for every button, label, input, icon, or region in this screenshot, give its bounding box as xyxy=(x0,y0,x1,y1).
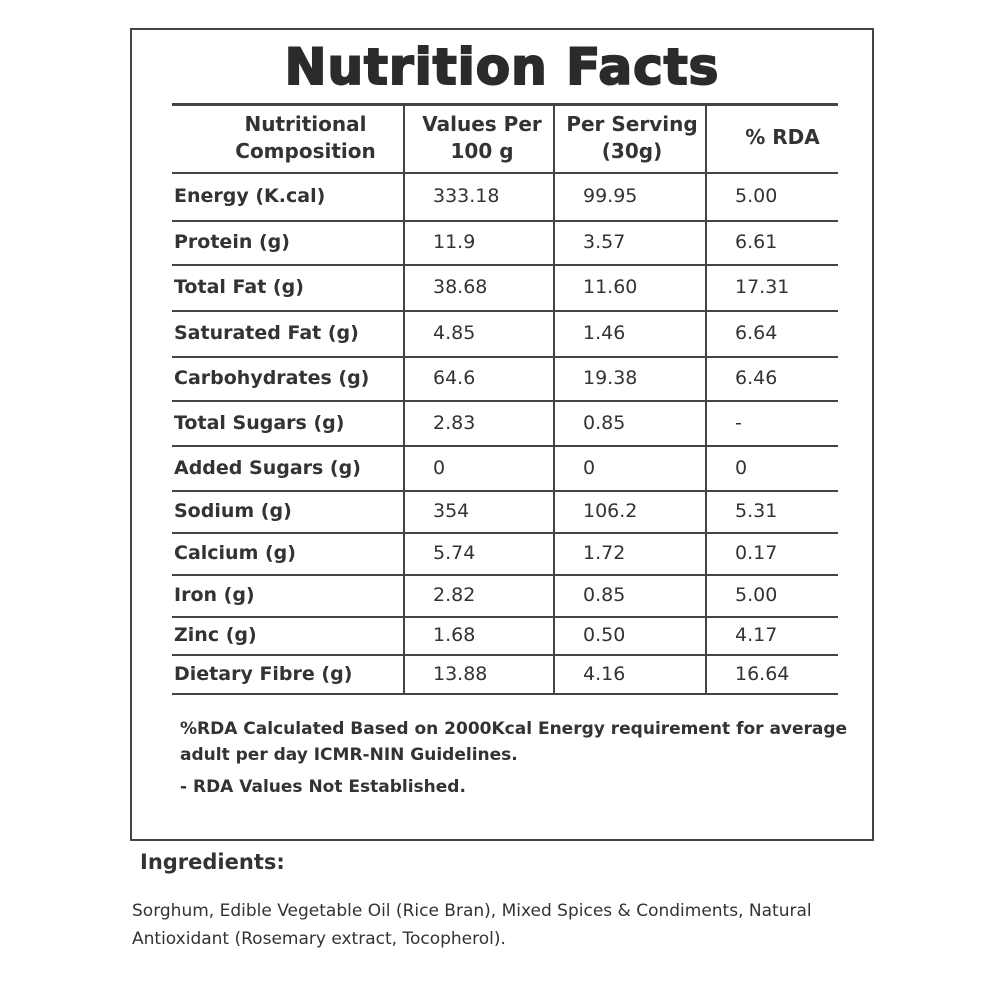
value-cell: 0.17 xyxy=(735,542,778,564)
row-label: Dietary Fibre (g) xyxy=(174,662,353,685)
table-rule xyxy=(172,310,838,312)
value-cell: 3.57 xyxy=(583,231,626,253)
value-cell: 99.95 xyxy=(583,185,638,207)
value-cell: 2.82 xyxy=(433,584,476,606)
column-rule xyxy=(403,103,405,693)
header-cell: % RDA xyxy=(745,125,820,149)
table-rule xyxy=(172,172,838,174)
value-cell: 0 xyxy=(433,456,446,479)
row-label: Saturated Fat (g) xyxy=(174,322,359,344)
value-cell: 1.72 xyxy=(583,542,626,564)
header-cell: Nutritional Composition xyxy=(235,111,376,163)
value-cell: 11.60 xyxy=(583,276,638,298)
header-cell: Values Per 100 g xyxy=(422,111,542,163)
value-cell: 333.18 xyxy=(433,185,500,207)
row-label: Carbohydrates (g) xyxy=(174,367,370,389)
value-cell: 1.46 xyxy=(583,322,626,344)
row-label: Iron (g) xyxy=(174,584,255,606)
value-cell: 19.38 xyxy=(583,367,638,389)
note: - RDA Values Not Established. xyxy=(180,777,466,797)
value-cell: 354 xyxy=(433,500,470,522)
table-rule xyxy=(172,356,838,358)
row-label: Total Fat (g) xyxy=(174,276,304,298)
table-rule xyxy=(172,103,838,106)
table-rule xyxy=(172,490,838,492)
table-rule xyxy=(172,616,838,618)
value-cell: 4.17 xyxy=(735,624,778,646)
value-cell: 5.00 xyxy=(735,584,778,606)
value-cell: 6.46 xyxy=(735,367,778,389)
note: %RDA Calculated Based on 2000Kcal Energy… xyxy=(180,719,848,765)
row-label: Protein (g) xyxy=(174,231,290,253)
table-rule xyxy=(172,693,838,695)
value-cell: 0 xyxy=(583,456,596,479)
header-cell: Per Serving (30g) xyxy=(566,111,698,163)
row-label: Total Sugars (g) xyxy=(174,411,345,434)
row-label: Added Sugars (g) xyxy=(174,456,361,479)
value-cell: 0.85 xyxy=(583,584,626,606)
value-cell: 16.64 xyxy=(735,662,790,685)
value-cell: 5.31 xyxy=(735,500,778,522)
label-box xyxy=(130,28,874,841)
ingredients-heading: Ingredients: xyxy=(140,850,285,874)
value-cell: - xyxy=(735,411,742,434)
value-cell: 64.6 xyxy=(433,367,476,389)
value-cell: 5.00 xyxy=(735,185,778,207)
value-cell: 2.83 xyxy=(433,411,476,434)
row-label: Zinc (g) xyxy=(174,624,257,646)
ingredients-text: Sorghum, Edible Vegetable Oil (Rice Bran… xyxy=(132,901,812,949)
table-rule xyxy=(172,220,838,222)
column-rule xyxy=(553,103,555,693)
title: Nutrition Facts xyxy=(284,37,720,97)
value-cell: 6.61 xyxy=(735,231,778,253)
value-cell: 0 xyxy=(735,456,748,479)
value-cell: 6.64 xyxy=(735,322,778,344)
value-cell: 4.16 xyxy=(583,662,626,685)
value-cell: 4.85 xyxy=(433,322,476,344)
value-cell: 38.68 xyxy=(433,276,488,298)
value-cell: 5.74 xyxy=(433,542,476,564)
row-label: Calcium (g) xyxy=(174,542,296,564)
value-cell: 0.50 xyxy=(583,624,626,646)
value-cell: 17.31 xyxy=(735,276,790,298)
value-cell: 13.88 xyxy=(433,662,488,685)
value-cell: 11.9 xyxy=(433,231,476,253)
table-rule xyxy=(172,654,838,656)
table-rule xyxy=(172,574,838,576)
row-label: Energy (K.cal) xyxy=(174,185,326,207)
column-rule xyxy=(705,103,707,693)
table-rule xyxy=(172,400,838,402)
table-rule xyxy=(172,445,838,447)
value-cell: 0.85 xyxy=(583,411,626,434)
row-label: Sodium (g) xyxy=(174,500,292,522)
value-cell: 1.68 xyxy=(433,624,476,646)
table-rule xyxy=(172,264,838,266)
table-rule xyxy=(172,532,838,534)
value-cell: 106.2 xyxy=(583,500,638,522)
